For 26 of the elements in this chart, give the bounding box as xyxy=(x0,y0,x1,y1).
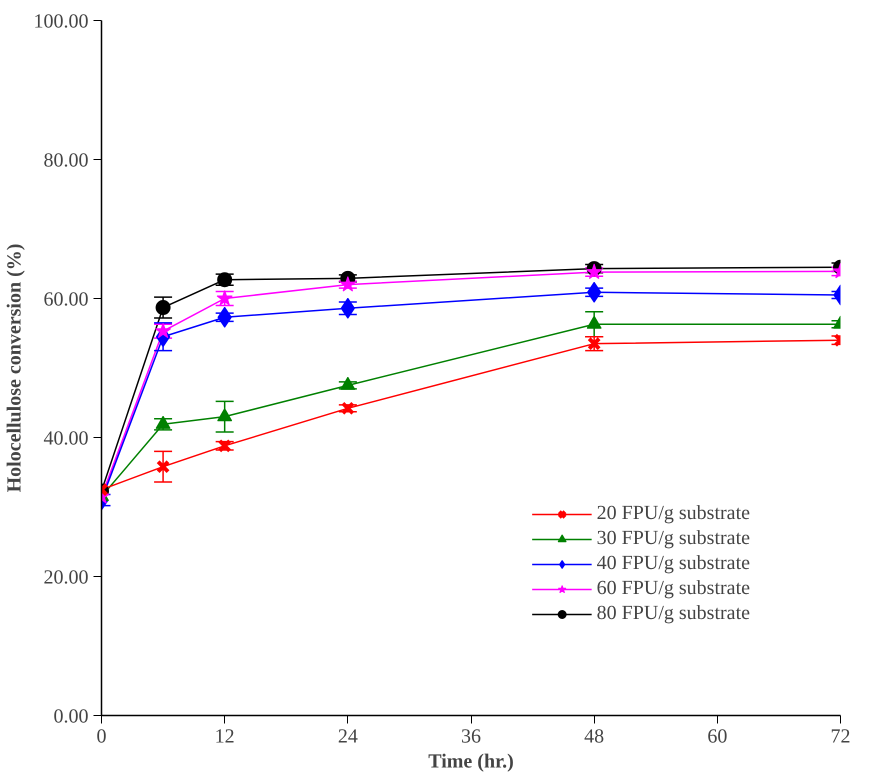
y-tick-label: 20.00 xyxy=(44,566,88,588)
point xyxy=(340,401,355,416)
y-axis-title: Holocellulose conversion (%) xyxy=(4,244,26,492)
point xyxy=(217,272,232,288)
legend-label: 60 FPU/g substrate xyxy=(596,577,750,600)
point xyxy=(156,300,171,316)
x-tick-label: 36 xyxy=(461,726,481,748)
legend-label: 20 FPU/g substrate xyxy=(596,502,750,525)
legend-label: 30 FPU/g substrate xyxy=(596,527,750,550)
x-tick-label: 24 xyxy=(338,726,358,748)
x-tick-label: 60 xyxy=(707,726,728,748)
y-tick-label: 40.00 xyxy=(44,428,88,450)
point xyxy=(156,460,170,474)
legend-label: 80 FPU/g substrate xyxy=(596,602,750,625)
y-tick-label: 60.00 xyxy=(44,288,88,310)
x-tick-label: 0 xyxy=(96,726,106,748)
y-tick-label: 80.00 xyxy=(44,150,88,172)
y-tick-label: 100.00 xyxy=(34,10,88,32)
y-tick-label: 0.00 xyxy=(54,706,88,728)
x-tick-label: 48 xyxy=(584,726,604,748)
x-tick-label: 72 xyxy=(830,726,850,748)
point xyxy=(218,438,232,453)
x-axis-title: Time (hr.) xyxy=(428,750,514,772)
point xyxy=(340,276,356,292)
x-tick-label: 12 xyxy=(214,726,235,748)
legend-label: 40 FPU/g substrate xyxy=(596,552,750,575)
